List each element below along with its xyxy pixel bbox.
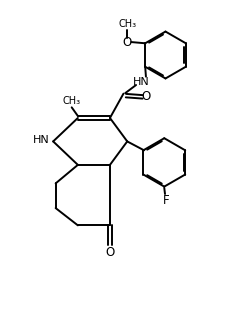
Text: HN: HN [33, 135, 50, 145]
Text: O: O [123, 36, 132, 49]
Text: HN: HN [133, 77, 150, 87]
Text: CH₃: CH₃ [62, 96, 81, 106]
Text: CH₃: CH₃ [118, 19, 137, 29]
Text: O: O [105, 246, 115, 259]
Text: F: F [163, 194, 170, 207]
Text: O: O [142, 90, 151, 103]
